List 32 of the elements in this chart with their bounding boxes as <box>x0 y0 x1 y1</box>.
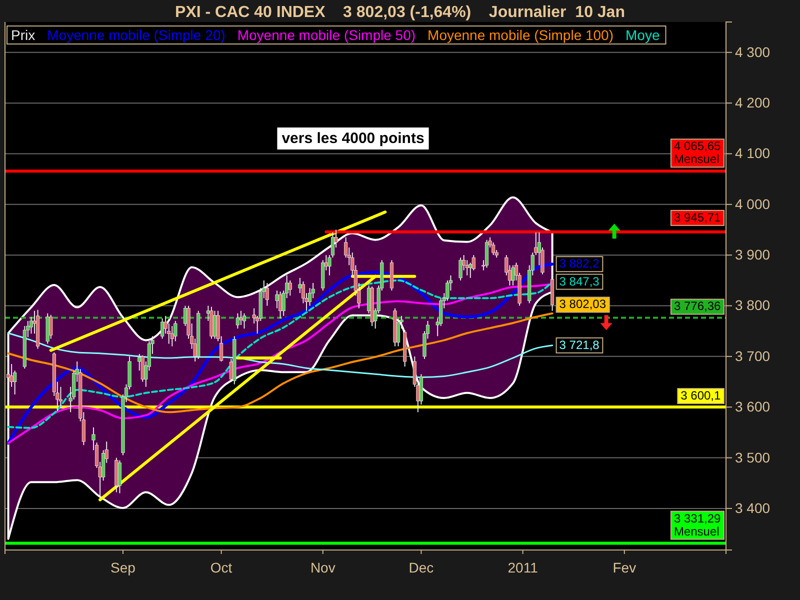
text: Moye <box>626 27 660 43</box>
data-label: 3 882,2 <box>559 256 600 271</box>
y-tick-label: 4 100 <box>735 145 770 162</box>
x-tick-label: Oct <box>210 559 232 576</box>
ref-line-label: 3 776,36 <box>674 299 721 314</box>
y-tick-label: 3 800 <box>735 297 770 314</box>
y-tick-label: 3 900 <box>735 246 770 263</box>
data-label: 3 721,8 <box>559 338 600 352</box>
y-tick-label: 3 500 <box>735 449 770 466</box>
x-tick-label: Dec <box>408 559 434 576</box>
x-tick-label: Nov <box>310 559 336 576</box>
text: Prix <box>11 27 36 43</box>
text: Moyenne mobile (Simple 100) <box>428 27 614 43</box>
ref-line-label: 3 331,29 Mensuel <box>674 511 721 538</box>
ref-line-label: 3 600,1 <box>680 388 721 403</box>
y-tick-label: 4 200 <box>735 94 770 111</box>
text: Moyenne mobile (Simple 50) <box>237 27 416 43</box>
text: Moyenne mobile (Simple 20) <box>47 27 226 43</box>
chart-title: PXI - CAC 40 INDEX 3 802,03 (-1,64%) Journalier 10 Jan <box>175 4 625 21</box>
data-label: 3 945,71 <box>674 210 721 224</box>
y-tick-label: 4 000 <box>735 196 770 212</box>
y-tick-label: 3 400 <box>735 500 770 516</box>
y-tick-label: 3 700 <box>735 348 770 364</box>
ref-line-label: 4 065,65 Mensuel <box>674 139 721 166</box>
x-tick-label: 2011 <box>508 559 538 576</box>
y-tick-label: 3 600 <box>735 398 770 415</box>
annotation: 3 802,03 <box>559 297 606 312</box>
annotation: vers les 4000 points <box>282 130 424 147</box>
data-label: 3 847,3 <box>559 274 600 288</box>
y-tick-label: 4 300 <box>735 44 770 60</box>
x-tick-label: Fev <box>612 559 636 576</box>
x-tick-label: Sep <box>110 559 136 576</box>
